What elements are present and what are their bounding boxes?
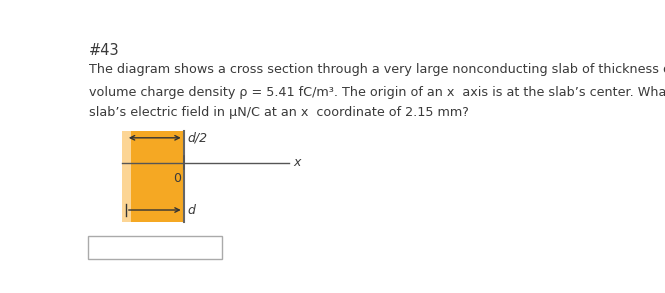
Bar: [122, 131, 131, 222]
Bar: [122, 131, 184, 222]
Text: x: x: [293, 156, 301, 169]
Text: d/2: d/2: [188, 131, 208, 144]
Text: volume charge density ρ = 5.41 fC/m³. The origin of an x  axis is at the slab’s : volume charge density ρ = 5.41 fC/m³. Th…: [89, 86, 665, 99]
Text: 0: 0: [174, 172, 182, 185]
Text: d: d: [188, 204, 196, 217]
Bar: [88, 236, 222, 258]
Text: slab’s electric field in μN/C at an x  coordinate of 2.15 mm?: slab’s electric field in μN/C at an x co…: [89, 106, 469, 119]
Text: The diagram shows a cross section through a very large nonconducting slab of thi: The diagram shows a cross section throug…: [89, 63, 665, 76]
Text: #43: #43: [89, 43, 120, 58]
